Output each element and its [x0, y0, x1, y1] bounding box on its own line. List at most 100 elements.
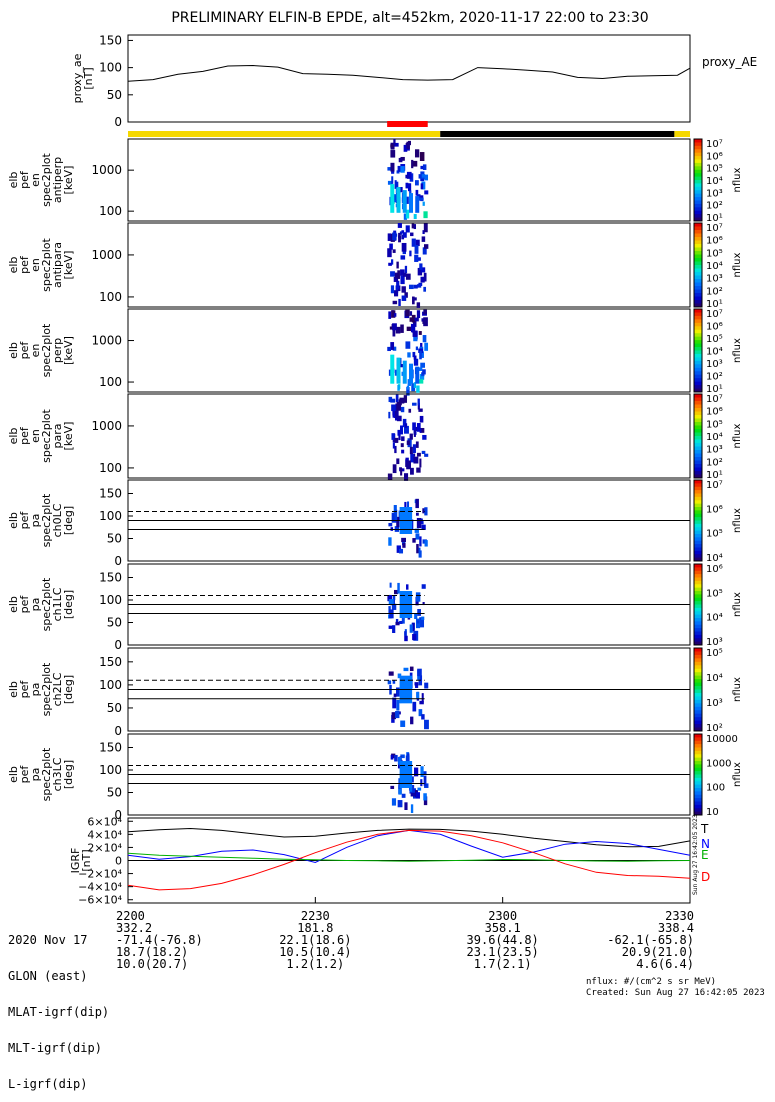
colorbar-frame — [693, 138, 703, 222]
ylabel-en-perp-5: [keV] — [62, 336, 75, 365]
colorbar-cell — [694, 303, 702, 308]
colorbar-tick: 10⁵ — [706, 648, 723, 659]
heatmap-cell — [419, 427, 425, 433]
heatmap-cell — [394, 445, 397, 454]
heatmap-cell — [419, 350, 422, 360]
heatmap-cell — [419, 617, 425, 628]
heatmap-cell — [413, 336, 418, 342]
colorbar-cell — [694, 474, 702, 479]
heatmap-cell — [401, 286, 406, 293]
heatmap-cells-pa-ch3LC — [390, 752, 429, 814]
heatmap-cells-pa-ch1LC — [387, 582, 426, 642]
colorbar-cell — [694, 180, 702, 184]
colorbar-tick: 10⁵ — [706, 529, 723, 540]
colorbar-cell — [694, 401, 702, 405]
colorbar-cell — [694, 329, 702, 334]
xaxis-tick-mlt: 18.7(18.2) — [116, 945, 189, 959]
xaxis-tick-glon: 358.1 — [484, 921, 521, 935]
heatmap-cell — [412, 351, 416, 358]
ylabel-en-antiperp-5: [keV] — [62, 166, 75, 195]
colorbar-cell — [694, 193, 702, 198]
colorbar-cell — [694, 397, 702, 402]
heatmap-cells-pa-ch2LC — [387, 666, 429, 730]
heatmap-cell — [422, 434, 427, 440]
colorbar-cell — [694, 661, 702, 666]
heatmap-cell — [402, 543, 406, 548]
heatmap-cell — [396, 687, 400, 697]
heatmap-cell — [397, 270, 400, 279]
colorbar-cell — [694, 439, 702, 444]
heatmap-cell — [416, 452, 421, 457]
colorbar-cell — [694, 520, 702, 525]
colorbar-tick: 10⁶ — [706, 322, 723, 333]
colorbar-cell — [694, 781, 702, 786]
heatmap-cell — [411, 238, 416, 247]
heatmap-cell — [421, 693, 424, 703]
heatmap-cell — [401, 295, 407, 301]
colorbar-tick: 10⁵ — [706, 334, 723, 345]
heatmap-cell — [422, 602, 425, 606]
heatmap-cell — [410, 232, 414, 237]
xaxis-tick-column: 2200 332.2 -71.4(-76.8) 18.7(18.2) 10.0(20.7… — [116, 910, 226, 970]
colorbar-tick: 10⁴ — [706, 176, 723, 187]
colorbar-cell — [694, 507, 702, 511]
colorbar-cell — [694, 747, 702, 752]
colorbar-cell — [694, 360, 702, 365]
heatmap-cell — [387, 346, 391, 352]
heatmap-cell — [390, 342, 395, 350]
heatmap-cell — [416, 310, 421, 319]
heatmap-cell — [388, 262, 392, 266]
proxy-ae-line — [127, 64, 691, 82]
heatmap-cell — [401, 449, 405, 454]
heatmap-cell — [420, 165, 424, 170]
ylabel-pa-ch3LC-0: elb — [7, 766, 20, 783]
colorbar-tick: 100 — [706, 783, 725, 794]
ytick-label-en-perp: 100 — [99, 375, 122, 389]
xaxis-labels: 2020 Nov 17 GLON (east) MLAT-igrf(dip) M… — [8, 910, 109, 1102]
heatmap-cell — [395, 618, 399, 623]
heatmap-cell — [405, 309, 410, 317]
heatmap-cell — [402, 190, 407, 213]
heatmap-cell — [391, 512, 397, 523]
ytick-label-pa-ch2LC: 0 — [114, 724, 122, 738]
colorbar-cell — [694, 371, 702, 376]
colorbar-cell — [694, 584, 702, 589]
colorbar-cell — [694, 357, 702, 362]
colorbar-tick: 10 — [706, 807, 719, 818]
heatmap-cell — [409, 446, 413, 455]
heatmap-cell — [422, 335, 427, 343]
heatmap-cell — [423, 775, 427, 786]
heatmap-cell — [395, 711, 400, 719]
heatmap-cell — [405, 182, 409, 189]
heatmap-cell — [392, 697, 397, 709]
heatmap-cell — [392, 625, 396, 634]
region-segment — [674, 131, 690, 137]
heatmap-cell — [412, 444, 416, 454]
ylabel-pa-ch1LC-4: ch1LC — [51, 587, 64, 621]
heatmap-cell — [403, 425, 409, 434]
heatmap-cell — [412, 402, 417, 406]
colorbar-cell — [694, 443, 702, 447]
colorbar-cell — [694, 173, 702, 178]
xaxis-tick-mlat: 22.1(18.6) — [279, 933, 352, 947]
panel-frame-en-para — [127, 393, 691, 479]
colorbar-cell — [694, 811, 702, 816]
ylabel-pa-ch0LC-3: spec2plot — [40, 493, 53, 547]
colorbar-tick: 10³ — [706, 698, 723, 709]
heatmap-cell — [389, 582, 392, 588]
colorbar-cell — [694, 624, 702, 629]
ylabel-en-antipara-0: elb — [7, 257, 20, 274]
heatmap-cell — [395, 621, 400, 626]
colorbar-cell — [694, 574, 702, 578]
heatmap-cell — [398, 786, 402, 795]
xaxis-tick-time: 2300 — [488, 909, 518, 923]
ylabel-pa-ch0LC-4: ch0LC — [51, 503, 64, 537]
colorbar-cell — [694, 230, 702, 234]
colorbar-cell — [694, 689, 702, 694]
heatmap-cell — [407, 140, 411, 146]
colorbar-cell — [694, 411, 702, 416]
heatmap-cell — [401, 537, 406, 543]
ytick-label-pa-ch0LC: 150 — [99, 487, 122, 501]
heatmap-cell — [388, 625, 394, 629]
heatmap-cell — [424, 507, 428, 516]
